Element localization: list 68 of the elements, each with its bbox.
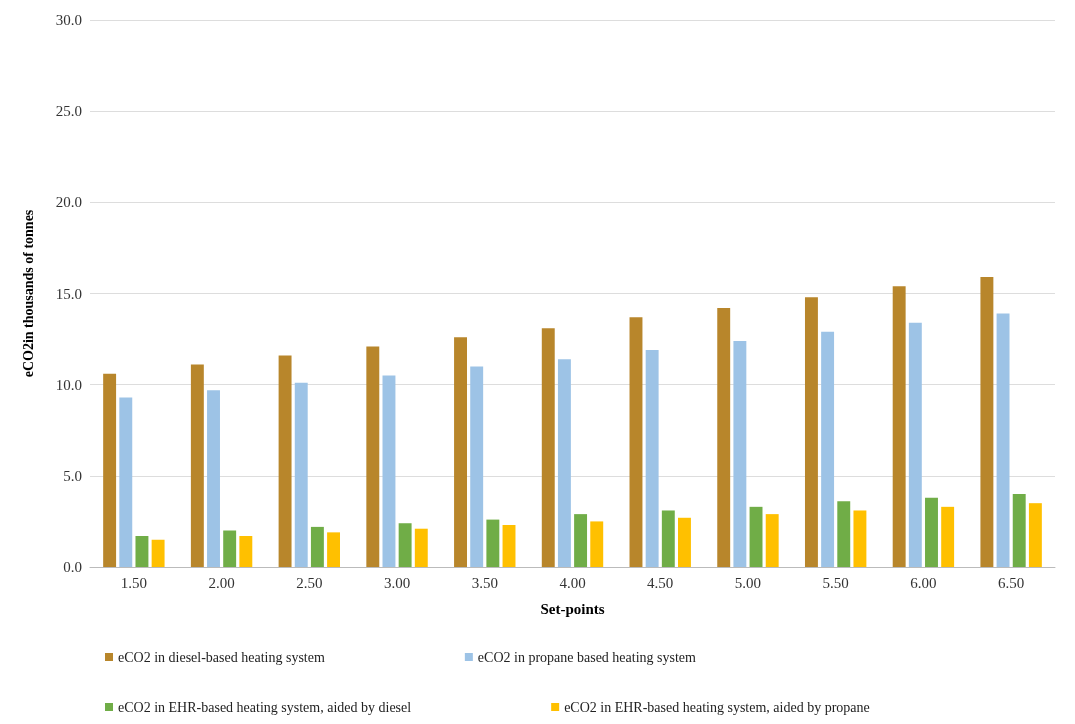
x-tick-label: 2.00 bbox=[208, 574, 235, 591]
x-axis-title: Set-points bbox=[540, 600, 605, 617]
x-tick-label: 1.50 bbox=[120, 574, 147, 591]
bar bbox=[278, 355, 292, 567]
bar bbox=[502, 525, 516, 567]
bar bbox=[470, 366, 484, 567]
bar bbox=[207, 390, 220, 567]
bar bbox=[717, 308, 731, 567]
bar bbox=[678, 517, 691, 567]
bar bbox=[366, 346, 380, 567]
x-tick-label: 3.00 bbox=[383, 574, 411, 591]
bar bbox=[804, 297, 818, 567]
bar bbox=[980, 277, 994, 567]
bar bbox=[996, 313, 1010, 567]
bar bbox=[486, 519, 500, 567]
bar bbox=[454, 337, 467, 567]
bar bbox=[574, 514, 588, 567]
x-tick-label: 5.50 bbox=[822, 574, 849, 591]
bar bbox=[765, 514, 779, 567]
bar bbox=[103, 373, 117, 567]
y-tick-label: 5.0 bbox=[63, 467, 82, 484]
bar bbox=[557, 359, 571, 567]
bar bbox=[590, 521, 604, 567]
legend-label: eCO2 in EHR-based heating system, aided by diesel bbox=[118, 699, 412, 715]
y-tick-label: 15.0 bbox=[55, 285, 82, 302]
bar bbox=[837, 501, 851, 567]
y-tick-label: 20.0 bbox=[55, 194, 82, 211]
bar bbox=[541, 328, 555, 567]
y-tick-label: 0.0 bbox=[63, 559, 82, 575]
x-tick-label: 6.00 bbox=[910, 574, 937, 591]
bar bbox=[908, 322, 922, 567]
bar bbox=[327, 532, 341, 567]
bar bbox=[733, 340, 747, 567]
bar bbox=[629, 317, 643, 567]
y-tick-label: 10.0 bbox=[55, 376, 82, 393]
x-tick-label: 3.50 bbox=[471, 574, 498, 591]
bar bbox=[382, 375, 396, 567]
x-tick-label: 4.00 bbox=[559, 574, 586, 591]
bar bbox=[941, 506, 955, 567]
x-tick-label: 2.50 bbox=[296, 574, 323, 591]
y-tick-label: 30.0 bbox=[55, 12, 82, 28]
bar bbox=[135, 536, 149, 567]
bar bbox=[223, 530, 237, 567]
bar bbox=[310, 526, 324, 567]
bar bbox=[294, 382, 308, 567]
bar bbox=[749, 506, 763, 567]
x-tick-label: 6.50 bbox=[998, 574, 1025, 591]
bar bbox=[398, 523, 412, 567]
bar bbox=[892, 286, 906, 567]
bar bbox=[1028, 503, 1042, 567]
bar bbox=[151, 539, 165, 567]
bar bbox=[925, 497, 938, 567]
bar bbox=[239, 536, 253, 567]
x-tick-label: 5.00 bbox=[734, 574, 762, 591]
legend-label: eCO2 in diesel-based heating system bbox=[118, 649, 325, 665]
legend-label: eCO2 in EHR-based heating system, aided by propane bbox=[564, 699, 870, 715]
bar bbox=[821, 331, 835, 567]
bar bbox=[119, 397, 133, 567]
y-tick-label: 25.0 bbox=[55, 103, 82, 120]
bar bbox=[1012, 494, 1026, 567]
bar bbox=[190, 364, 204, 567]
bar bbox=[853, 510, 867, 567]
bar bbox=[645, 350, 659, 567]
bar bbox=[661, 510, 675, 567]
y-axis-title: eCO2in thousands of tonnes bbox=[20, 209, 36, 378]
legend-label: eCO2 in propane based heating system bbox=[477, 649, 697, 665]
bar bbox=[414, 528, 428, 567]
x-tick-label: 4.50 bbox=[647, 574, 674, 591]
